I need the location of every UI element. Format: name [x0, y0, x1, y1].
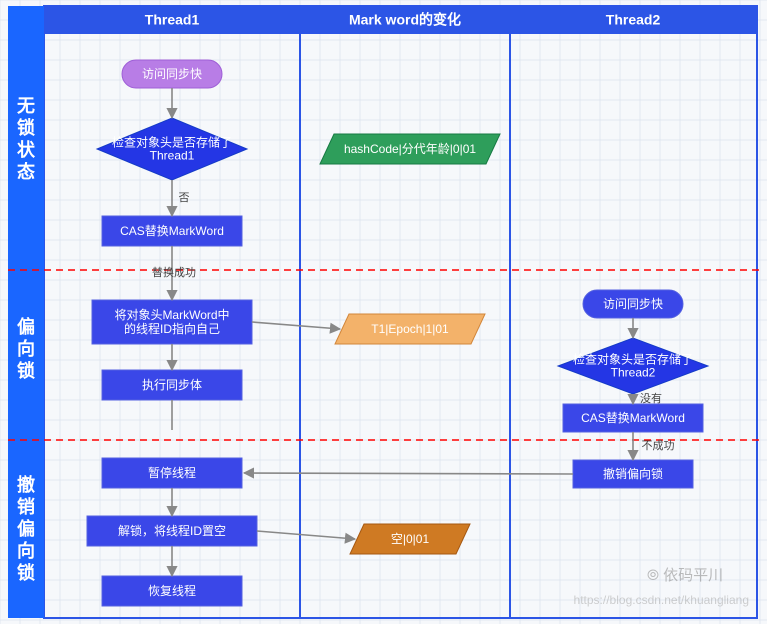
process-resume-thread1-label: 恢复线程 — [148, 583, 196, 598]
svg-text:锁: 锁 — [17, 117, 35, 138]
svg-text:状: 状 — [17, 139, 36, 160]
process-revoke-thread2-label: 撤销偏向锁 — [603, 466, 663, 481]
phase-label: 撤销偏向锁 — [17, 474, 35, 583]
svg-text:偏: 偏 — [17, 316, 35, 337]
process-cas-thread2-label: CAS替换MarkWord — [581, 411, 685, 425]
watermark-url: https://blog.csdn.net/khuangliang — [574, 593, 749, 607]
svg-text:锁: 锁 — [17, 562, 35, 583]
edge-label-no2: 没有 — [640, 391, 662, 405]
process-setid-thread1-label: 的线程ID指向自己 — [124, 321, 220, 336]
arrow — [244, 473, 573, 474]
decision-thread1-label: Thread1 — [150, 149, 195, 163]
svg-text:锁: 锁 — [17, 360, 35, 381]
start-thread2-label: 访问同步快 — [603, 297, 663, 311]
markword-state-2-label: T1|Epoch|1|01 — [371, 322, 449, 336]
markword-state-1-label: hashCode|分代年龄|0|01 — [344, 142, 476, 156]
watermark-icon: ⦾ 依码平川 — [647, 567, 723, 584]
col-header-text: Thread1 — [145, 12, 200, 28]
svg-text:向: 向 — [17, 338, 35, 359]
process-cas-thread1-label: CAS替换MarkWord — [120, 224, 224, 238]
edge-label-no: 否 — [179, 192, 190, 204]
col-header-text: Thread2 — [606, 12, 661, 28]
edge-label-fail: 不成功 — [642, 439, 675, 452]
phase-label: 偏向锁 — [17, 316, 35, 381]
markword-state-3-label: 空|0|01 — [391, 532, 430, 546]
flowchart-root: 无锁状态偏向锁撤销偏向锁Thread1Mark word的变化Thread2访问… — [0, 0, 767, 624]
svg-text:撤: 撤 — [17, 474, 35, 495]
col-header-text: Mark word的变化 — [349, 12, 461, 28]
decision-thread1-label: 检查对象头是否存储了 — [112, 135, 232, 150]
start-thread1-label: 访问同步快 — [142, 67, 202, 81]
decision-thread2-label: 检查对象头是否存储了 — [573, 352, 693, 367]
svg-text:销: 销 — [17, 496, 35, 517]
process-setid-thread1-label: 将对象头MarkWord中 — [114, 307, 229, 322]
svg-text:偏: 偏 — [17, 518, 35, 539]
process-unlock-thread1-label: 解锁，将线程ID置空 — [118, 523, 226, 538]
process-exec-thread1-label: 执行同步体 — [142, 378, 202, 392]
decision-thread2-label: Thread2 — [611, 366, 656, 380]
process-pause-thread1-label: 暂停线程 — [148, 465, 196, 480]
svg-text:向: 向 — [17, 540, 35, 561]
svg-text:无: 无 — [17, 96, 35, 116]
svg-text:态: 态 — [17, 161, 35, 182]
edge-label-ok: 替换成功 — [152, 265, 196, 279]
